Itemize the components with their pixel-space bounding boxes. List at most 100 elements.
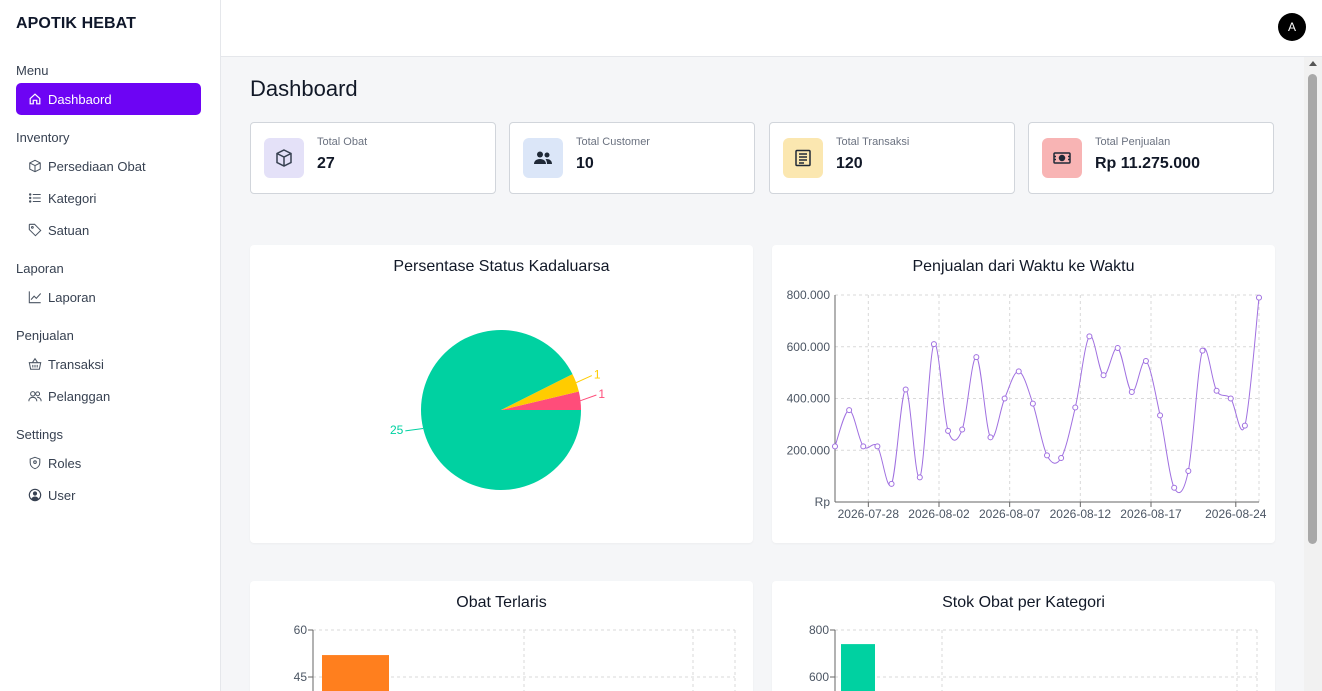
y-tick-label: 600.000 xyxy=(787,340,831,354)
x-tick-label: 2026-08-12 xyxy=(1050,507,1112,521)
section-inventory-label: Inventory xyxy=(16,130,70,145)
stat-value: 120 xyxy=(836,155,863,172)
chart-card-status-kadaluarsa: Persentase Status Kadaluarsa 1 1 25 xyxy=(250,245,753,543)
y-tick-label: 45 xyxy=(294,670,308,684)
sidebar-item-label: Roles xyxy=(48,455,82,471)
data-point xyxy=(1227,395,1234,402)
scrollbar[interactable] xyxy=(1304,57,1322,691)
x-tick-label: 2026-08-17 xyxy=(1120,507,1182,521)
stat-label: Total Penjualan xyxy=(1095,136,1171,148)
y-tick-label: 200.000 xyxy=(787,443,831,457)
data-point xyxy=(1058,455,1065,462)
data-point xyxy=(1185,467,1192,474)
sidebar-item-label: Laporan xyxy=(48,289,96,305)
sidebar-item-roles[interactable]: Roles xyxy=(16,447,201,479)
line-chart: Rp 200.000 400.000 600.000 800.000 2026-07-28… xyxy=(787,288,1267,521)
data-point xyxy=(832,443,838,450)
sidebar-item-transaksi[interactable]: Transaksi xyxy=(16,348,201,380)
data-point xyxy=(1029,400,1036,407)
y-tick-label: 600 xyxy=(809,670,829,684)
page-title: Dashboard xyxy=(250,76,358,101)
sidebar-item-pelanggan[interactable]: Pelanggan xyxy=(16,380,201,412)
data-point xyxy=(1241,422,1248,429)
section-laporan-label: Laporan xyxy=(16,261,64,276)
list-icon xyxy=(28,191,42,205)
x-tick-label: 2026-08-02 xyxy=(908,507,970,521)
data-point xyxy=(1072,404,1079,411)
users-icon xyxy=(28,389,42,403)
pie-label: 1 xyxy=(598,387,605,401)
pie-label: 1 xyxy=(594,368,601,382)
data-point xyxy=(902,386,909,393)
sidebar-item-persediaan-obat[interactable]: Persediaan Obat xyxy=(16,150,201,182)
section-penjualan-label: Penjualan xyxy=(16,328,74,343)
sidebar-item-dashboard[interactable]: Dashbaord xyxy=(16,83,201,115)
money-icon xyxy=(1042,138,1082,178)
data-point xyxy=(888,480,895,487)
data-point xyxy=(987,434,994,441)
sidebar-item-label: Kategori xyxy=(48,190,97,206)
sidebar-item-user[interactable]: User xyxy=(16,479,201,511)
stat-card-total-transaksi: Total Transaksi 120 xyxy=(769,122,1015,194)
sidebar: APOTIK HEBAT Menu Dashbaord Inventory Pe… xyxy=(0,0,221,691)
sidebar-item-label: Persediaan Obat xyxy=(48,158,146,174)
receipt-icon xyxy=(783,138,823,178)
box-icon xyxy=(264,138,304,178)
pie-chart: 1 1 25 xyxy=(390,330,605,491)
data-point xyxy=(1001,395,1008,402)
data-point xyxy=(1171,484,1178,491)
y-tick-label: 800.000 xyxy=(787,288,831,302)
box-icon xyxy=(28,159,42,173)
brand-title: APOTIK HEBAT xyxy=(16,15,137,32)
data-point xyxy=(1044,452,1050,459)
pie-label-line xyxy=(580,394,597,402)
stat-value: 10 xyxy=(576,155,594,172)
avatar[interactable]: A xyxy=(1278,13,1306,41)
tag-icon xyxy=(28,223,42,237)
data-point xyxy=(874,443,881,450)
stat-label: Total Obat xyxy=(317,136,368,148)
chart-line-icon xyxy=(28,290,42,304)
data-point xyxy=(930,341,937,348)
pie-slice xyxy=(501,374,579,410)
stat-card-total-penjualan: Total Penjualan Rp 11.275.000 xyxy=(1028,122,1274,194)
y-tick-label: 400.000 xyxy=(787,392,831,406)
section-menu-label: Menu xyxy=(16,63,49,78)
pie-label-line xyxy=(405,427,424,432)
chart-title: Persentase Status Kadaluarsa xyxy=(393,258,610,275)
shield-icon xyxy=(28,456,42,470)
pie-slice xyxy=(421,330,581,491)
chart-card-stok-kategori: Stok Obat per Kategori 600 800 xyxy=(772,581,1275,691)
pie-label-line xyxy=(575,375,593,384)
stat-value: Rp 11.275.000 xyxy=(1095,155,1200,172)
data-point xyxy=(1100,372,1107,379)
y-tick-label: Rp xyxy=(815,495,831,509)
sidebar-item-laporan[interactable]: Laporan xyxy=(16,281,201,313)
data-point xyxy=(1114,345,1121,352)
y-tick-label: 800 xyxy=(809,623,829,637)
sidebar-item-kategori[interactable]: Kategori xyxy=(16,182,201,214)
bar-chart: 600 800 xyxy=(809,623,1258,691)
basket-icon xyxy=(28,357,42,371)
series-line xyxy=(834,297,1260,494)
sidebar-item-label: Pelanggan xyxy=(48,388,111,404)
sidebar-item-satuan[interactable]: Satuan xyxy=(16,214,201,246)
stat-card-total-customer: Total Customer 10 xyxy=(509,122,755,194)
data-point xyxy=(1157,412,1164,419)
stat-card-total-obat: Total Obat 27 xyxy=(250,122,496,194)
section-settings-label: Settings xyxy=(16,427,63,442)
y-tick-label: 60 xyxy=(294,623,308,637)
stat-label: Total Transaksi xyxy=(836,136,910,148)
users-icon xyxy=(523,138,563,178)
data-point xyxy=(1256,294,1262,301)
user-circle-icon xyxy=(28,488,42,502)
x-tick-label: 2026-08-24 xyxy=(1205,507,1267,521)
scrollbar-thumb[interactable] xyxy=(1308,74,1317,544)
data-point xyxy=(860,443,867,450)
sidebar-item-label: Transaksi xyxy=(48,356,104,372)
scroll-up-arrow-icon[interactable] xyxy=(1309,61,1317,66)
pie-slice xyxy=(501,391,581,410)
data-point xyxy=(1086,333,1093,340)
top-bar: A xyxy=(221,0,1322,57)
data-point xyxy=(1128,389,1135,396)
